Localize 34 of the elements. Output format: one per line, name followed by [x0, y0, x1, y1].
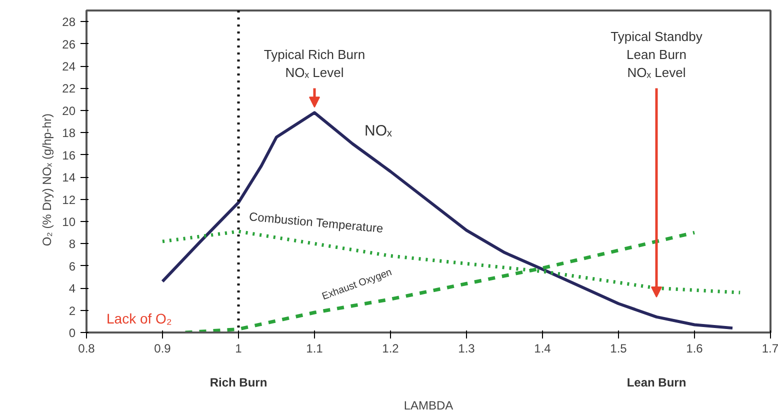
- y-tick-label: 0: [68, 326, 76, 340]
- y-axis-title: O₂ (% Dry) NOₓ (g/hp-hr): [40, 114, 54, 246]
- y-tick-label: 12: [62, 192, 76, 207]
- x-tick-label: 1.4: [534, 342, 552, 356]
- y-tick-label: 8: [68, 237, 76, 252]
- y-tick-label: 6: [68, 259, 76, 274]
- y-tick-label: 2: [68, 304, 76, 318]
- y-tick-label: 26: [62, 37, 76, 52]
- x-tick-label: 1: [235, 342, 242, 356]
- annotation: Typical Rich Burn NOₓ Level: [264, 47, 366, 80]
- y-tick-label: 28: [62, 15, 76, 30]
- y-tick-label: 14: [62, 170, 76, 185]
- text: Rich Burn: [210, 376, 268, 390]
- x-tick-label: 1.5: [610, 342, 628, 356]
- y-tick-label: 22: [62, 82, 76, 96]
- x-tick-label: 1.6: [686, 342, 704, 356]
- annotation: Lack of O₂: [106, 310, 172, 326]
- x-tick-label: 0.8: [78, 342, 96, 356]
- text: Combustion Temperature: [248, 210, 384, 236]
- series-label: NOₓ: [364, 122, 392, 140]
- x-tick-label: 1.2: [382, 342, 400, 356]
- x-axis-title: LAMBDA: [404, 398, 454, 412]
- y-tick-label: 18: [62, 126, 76, 140]
- annotation: Typical Standby Lean Burn NOₓ Level: [610, 29, 703, 80]
- x-tick-label: 0.9: [154, 342, 172, 356]
- y-tick-label: 10: [62, 214, 76, 229]
- x-tick-label: 1.7: [762, 342, 778, 356]
- y-tick-label: 24: [62, 60, 76, 74]
- x-tick-label: 1.3: [458, 342, 476, 356]
- text: Lean Burn: [626, 376, 686, 390]
- x-tick-label: 1.1: [306, 342, 324, 356]
- y-tick-label: 16: [62, 148, 76, 162]
- y-tick-label: 4: [68, 282, 76, 296]
- y-tick-label: 20: [62, 104, 76, 118]
